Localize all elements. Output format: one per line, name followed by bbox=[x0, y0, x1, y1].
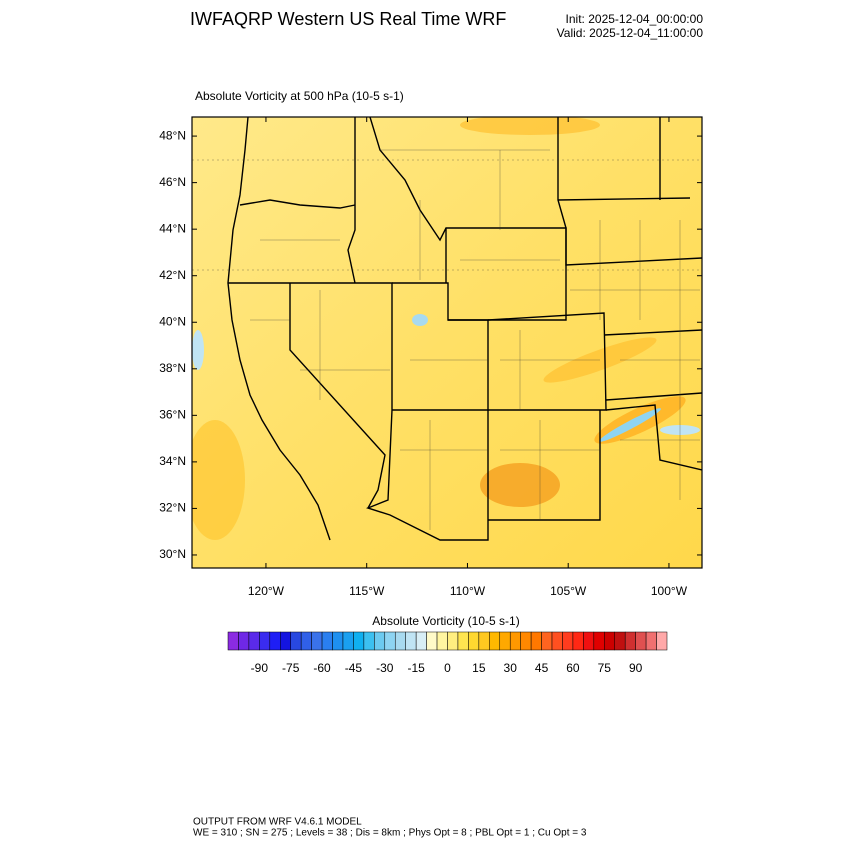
colorbar-tick-label: 90 bbox=[629, 661, 643, 675]
colorbar-box bbox=[614, 631, 626, 651]
colorbar-tick-label: 45 bbox=[535, 661, 549, 675]
lon-tick-label: 115°W bbox=[349, 584, 385, 598]
lon-tick-label: 105°W bbox=[550, 584, 587, 598]
lon-tick-label: 110°W bbox=[450, 584, 486, 598]
colorbar-box bbox=[572, 631, 584, 651]
colorbar-box bbox=[436, 631, 448, 651]
colorbar-box bbox=[321, 631, 333, 651]
colorbar-box bbox=[541, 631, 553, 651]
colorbar-box bbox=[447, 631, 459, 651]
colorbar-box bbox=[499, 631, 511, 651]
colorbar-box bbox=[259, 631, 271, 651]
colorbar-box bbox=[332, 631, 344, 651]
valid-time: Valid: 2025-12-04_11:00:00 bbox=[557, 26, 704, 40]
colorbar-box bbox=[478, 631, 490, 651]
colorbar-tick-label: -90 bbox=[251, 661, 269, 675]
colorbar-box bbox=[353, 631, 365, 651]
footer-line: OUTPUT FROM WRF V4.6.1 MODEL bbox=[193, 817, 362, 828]
init-time: Init: 2025-12-04_00:00:00 bbox=[566, 12, 704, 26]
colorbar-box bbox=[374, 631, 386, 651]
lat-tick-label: 30°N bbox=[159, 547, 186, 561]
footer-line: WE = 310 ; SN = 275 ; Levels = 38 ; Dis … bbox=[193, 828, 587, 839]
colorbar-tick-label: 30 bbox=[504, 661, 518, 675]
lat-tick-label: 34°N bbox=[159, 454, 186, 468]
colorbar-box bbox=[583, 631, 595, 651]
colorbar-box bbox=[342, 631, 354, 651]
colorbar: -90 -75 -60 -45 -30 -15 0 15 30 45 60 75 90 bbox=[227, 631, 668, 675]
colorbar-tick-label: -45 bbox=[345, 661, 363, 675]
colorbar-box bbox=[415, 631, 427, 651]
lat-tick-label: 36°N bbox=[159, 408, 186, 422]
colorbar-box bbox=[363, 631, 375, 651]
lat-tick-label: 42°N bbox=[159, 268, 186, 282]
map-subtitle: Absolute Vorticity at 500 hPa (10-5 s-1) bbox=[195, 89, 404, 103]
lat-tick-label: 46°N bbox=[159, 175, 186, 189]
colorbar-box bbox=[238, 631, 250, 651]
colorbar-box bbox=[426, 631, 438, 651]
colorbar-box bbox=[405, 631, 417, 651]
colorbar-box bbox=[520, 631, 532, 651]
colorbar-box bbox=[384, 631, 396, 651]
colorbar-box bbox=[468, 631, 480, 651]
colorbar-box bbox=[280, 631, 291, 651]
lon-tick-label: 120°W bbox=[248, 584, 285, 598]
colorbar-box bbox=[604, 631, 615, 651]
colorbar-box bbox=[394, 631, 406, 651]
colorbar-box bbox=[645, 631, 657, 651]
colorbar-title: Absolute Vorticity (10-5 s-1) bbox=[372, 614, 519, 628]
colorbar-tick-label: 60 bbox=[566, 661, 580, 675]
colorbar-box bbox=[624, 631, 636, 651]
colorbar-box bbox=[290, 631, 302, 651]
colorbar-box bbox=[562, 631, 574, 651]
colorbar-box bbox=[300, 631, 312, 651]
lat-tick-label: 32°N bbox=[159, 501, 186, 515]
colorbar-tick-label: -30 bbox=[376, 661, 394, 675]
colorbar-box bbox=[269, 631, 281, 651]
colorbar-box bbox=[509, 631, 521, 651]
lon-tick-label: 100°W bbox=[651, 584, 688, 598]
colorbar-tick-label: 15 bbox=[472, 661, 486, 675]
colorbar-tick-label: -15 bbox=[407, 661, 425, 675]
lat-tick-label: 40°N bbox=[159, 314, 186, 328]
colorbar-tick-label: -60 bbox=[313, 661, 331, 675]
title: IWFAQRP Western US Real Time WRF bbox=[190, 9, 506, 29]
colorbar-box bbox=[656, 631, 668, 651]
colorbar-box bbox=[551, 631, 563, 651]
colorbar-box bbox=[593, 631, 605, 651]
map-frame bbox=[191, 116, 703, 569]
colorbar-box bbox=[457, 631, 469, 651]
colorbar-tick-label: -75 bbox=[282, 661, 300, 675]
colorbar-tick-label: 75 bbox=[598, 661, 612, 675]
lat-tick-label: 48°N bbox=[159, 128, 186, 142]
colorbar-tick-label: 0 bbox=[444, 661, 451, 675]
lat-tick-label: 38°N bbox=[159, 361, 186, 375]
colorbar-box bbox=[248, 631, 260, 651]
map bbox=[192, 117, 702, 568]
colorbar-box bbox=[489, 631, 501, 651]
colorbar-box bbox=[635, 631, 647, 651]
colorbar-box bbox=[530, 631, 542, 651]
colorbar-box bbox=[227, 631, 239, 651]
lat-tick-label: 44°N bbox=[159, 221, 186, 235]
colorbar-box bbox=[311, 631, 323, 651]
